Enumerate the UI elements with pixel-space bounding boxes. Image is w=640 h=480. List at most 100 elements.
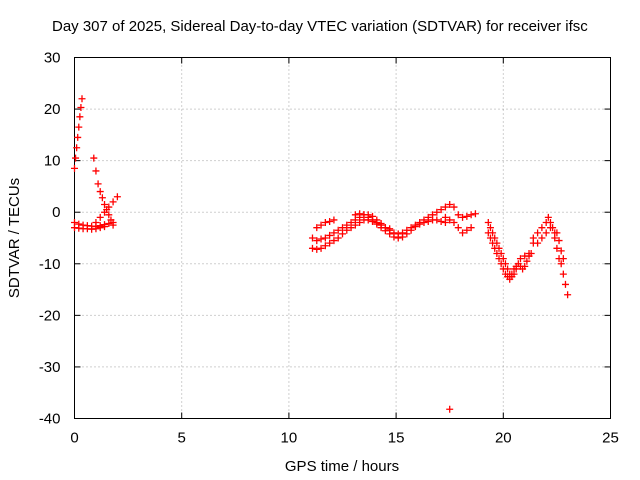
- data-point: [92, 219, 100, 227]
- data-point: [76, 113, 84, 121]
- data-point: [521, 262, 529, 270]
- data-point: [557, 247, 565, 255]
- data-point: [542, 229, 550, 237]
- data-point: [538, 224, 546, 232]
- data-point: [326, 231, 334, 239]
- data-point: [538, 234, 546, 242]
- data-point: [555, 237, 563, 245]
- data-point: [72, 154, 80, 162]
- data-point: [557, 260, 565, 268]
- data-point: [516, 255, 524, 263]
- data-point: [467, 224, 475, 232]
- data-point: [446, 405, 454, 413]
- data-point: [105, 211, 113, 219]
- data-point: [313, 245, 321, 253]
- y-tick-label: 10: [44, 153, 61, 170]
- data-point: [94, 180, 102, 188]
- data-point: [394, 230, 402, 238]
- data-point: [459, 229, 467, 237]
- data-point: [369, 216, 377, 224]
- data-point: [101, 200, 109, 208]
- data-point: [313, 224, 321, 232]
- data-point: [484, 219, 492, 227]
- data-point: [411, 221, 419, 229]
- data-point: [486, 234, 494, 242]
- plot-frame: [74, 57, 611, 419]
- data-point: [330, 216, 338, 224]
- data-point: [491, 244, 499, 252]
- x-tick-label: 10: [281, 430, 298, 447]
- data-point: [330, 229, 338, 237]
- data-point: [420, 216, 428, 224]
- data-point: [508, 270, 516, 278]
- y-tick-label: 0: [52, 204, 60, 221]
- data-point: [484, 229, 492, 237]
- data-point: [499, 265, 507, 273]
- data-point: [446, 216, 454, 224]
- data-point: [96, 213, 104, 221]
- y-tick-label: -30: [39, 359, 61, 376]
- data-point: [109, 221, 117, 229]
- x-tick-label: 0: [70, 430, 78, 447]
- data-point: [78, 95, 86, 103]
- data-point: [433, 216, 441, 224]
- data-point: [326, 239, 334, 247]
- data-point: [471, 210, 479, 218]
- data-point: [559, 270, 567, 278]
- data-point: [321, 234, 329, 242]
- data-point: [523, 257, 531, 265]
- data-point: [386, 225, 394, 233]
- data-point: [429, 211, 437, 219]
- data-point: [493, 249, 501, 257]
- data-point: [73, 144, 81, 152]
- data-point: [343, 221, 351, 229]
- data-point: [467, 211, 475, 219]
- data-point: [317, 221, 325, 229]
- data-point: [347, 219, 355, 227]
- data-point: [446, 200, 454, 208]
- data-point: [559, 255, 567, 263]
- axis-ticks: [74, 57, 611, 419]
- y-tick-label: -10: [39, 256, 61, 273]
- data-point: [364, 213, 372, 221]
- data-point: [377, 221, 385, 229]
- x-tick-label: 25: [602, 430, 619, 447]
- data-point: [317, 235, 325, 243]
- data-point: [506, 275, 514, 283]
- data-point: [77, 104, 85, 112]
- data-point: [339, 230, 346, 238]
- data-point: [450, 203, 458, 211]
- data-point: [105, 220, 113, 228]
- data-point: [334, 234, 342, 242]
- data-point: [308, 244, 316, 252]
- data-point: [330, 237, 338, 245]
- data-point: [105, 203, 113, 211]
- data-point: [308, 234, 316, 242]
- data-point: [390, 229, 398, 237]
- data-point: [75, 123, 83, 131]
- data-point: [321, 242, 329, 250]
- data-point: [101, 208, 109, 216]
- data-point: [96, 188, 104, 196]
- data-point: [399, 229, 407, 237]
- data-point: [334, 226, 342, 234]
- grid-lines: [74, 57, 611, 419]
- data-point: [92, 167, 100, 175]
- data-point: [454, 211, 462, 219]
- data-point: [416, 219, 424, 227]
- data-point: [101, 223, 109, 231]
- data-point: [564, 291, 572, 299]
- data-point: [424, 213, 432, 221]
- data-point: [534, 239, 542, 247]
- x-tick-label: 15: [388, 430, 405, 447]
- data-point: [495, 255, 503, 263]
- data-point: [74, 133, 82, 141]
- data-point: [326, 217, 334, 225]
- data-point: [529, 234, 537, 242]
- data-points: [71, 95, 572, 413]
- data-point: [98, 194, 106, 202]
- data-point: [71, 164, 78, 172]
- data-point: [437, 217, 445, 225]
- data-point: [553, 229, 561, 237]
